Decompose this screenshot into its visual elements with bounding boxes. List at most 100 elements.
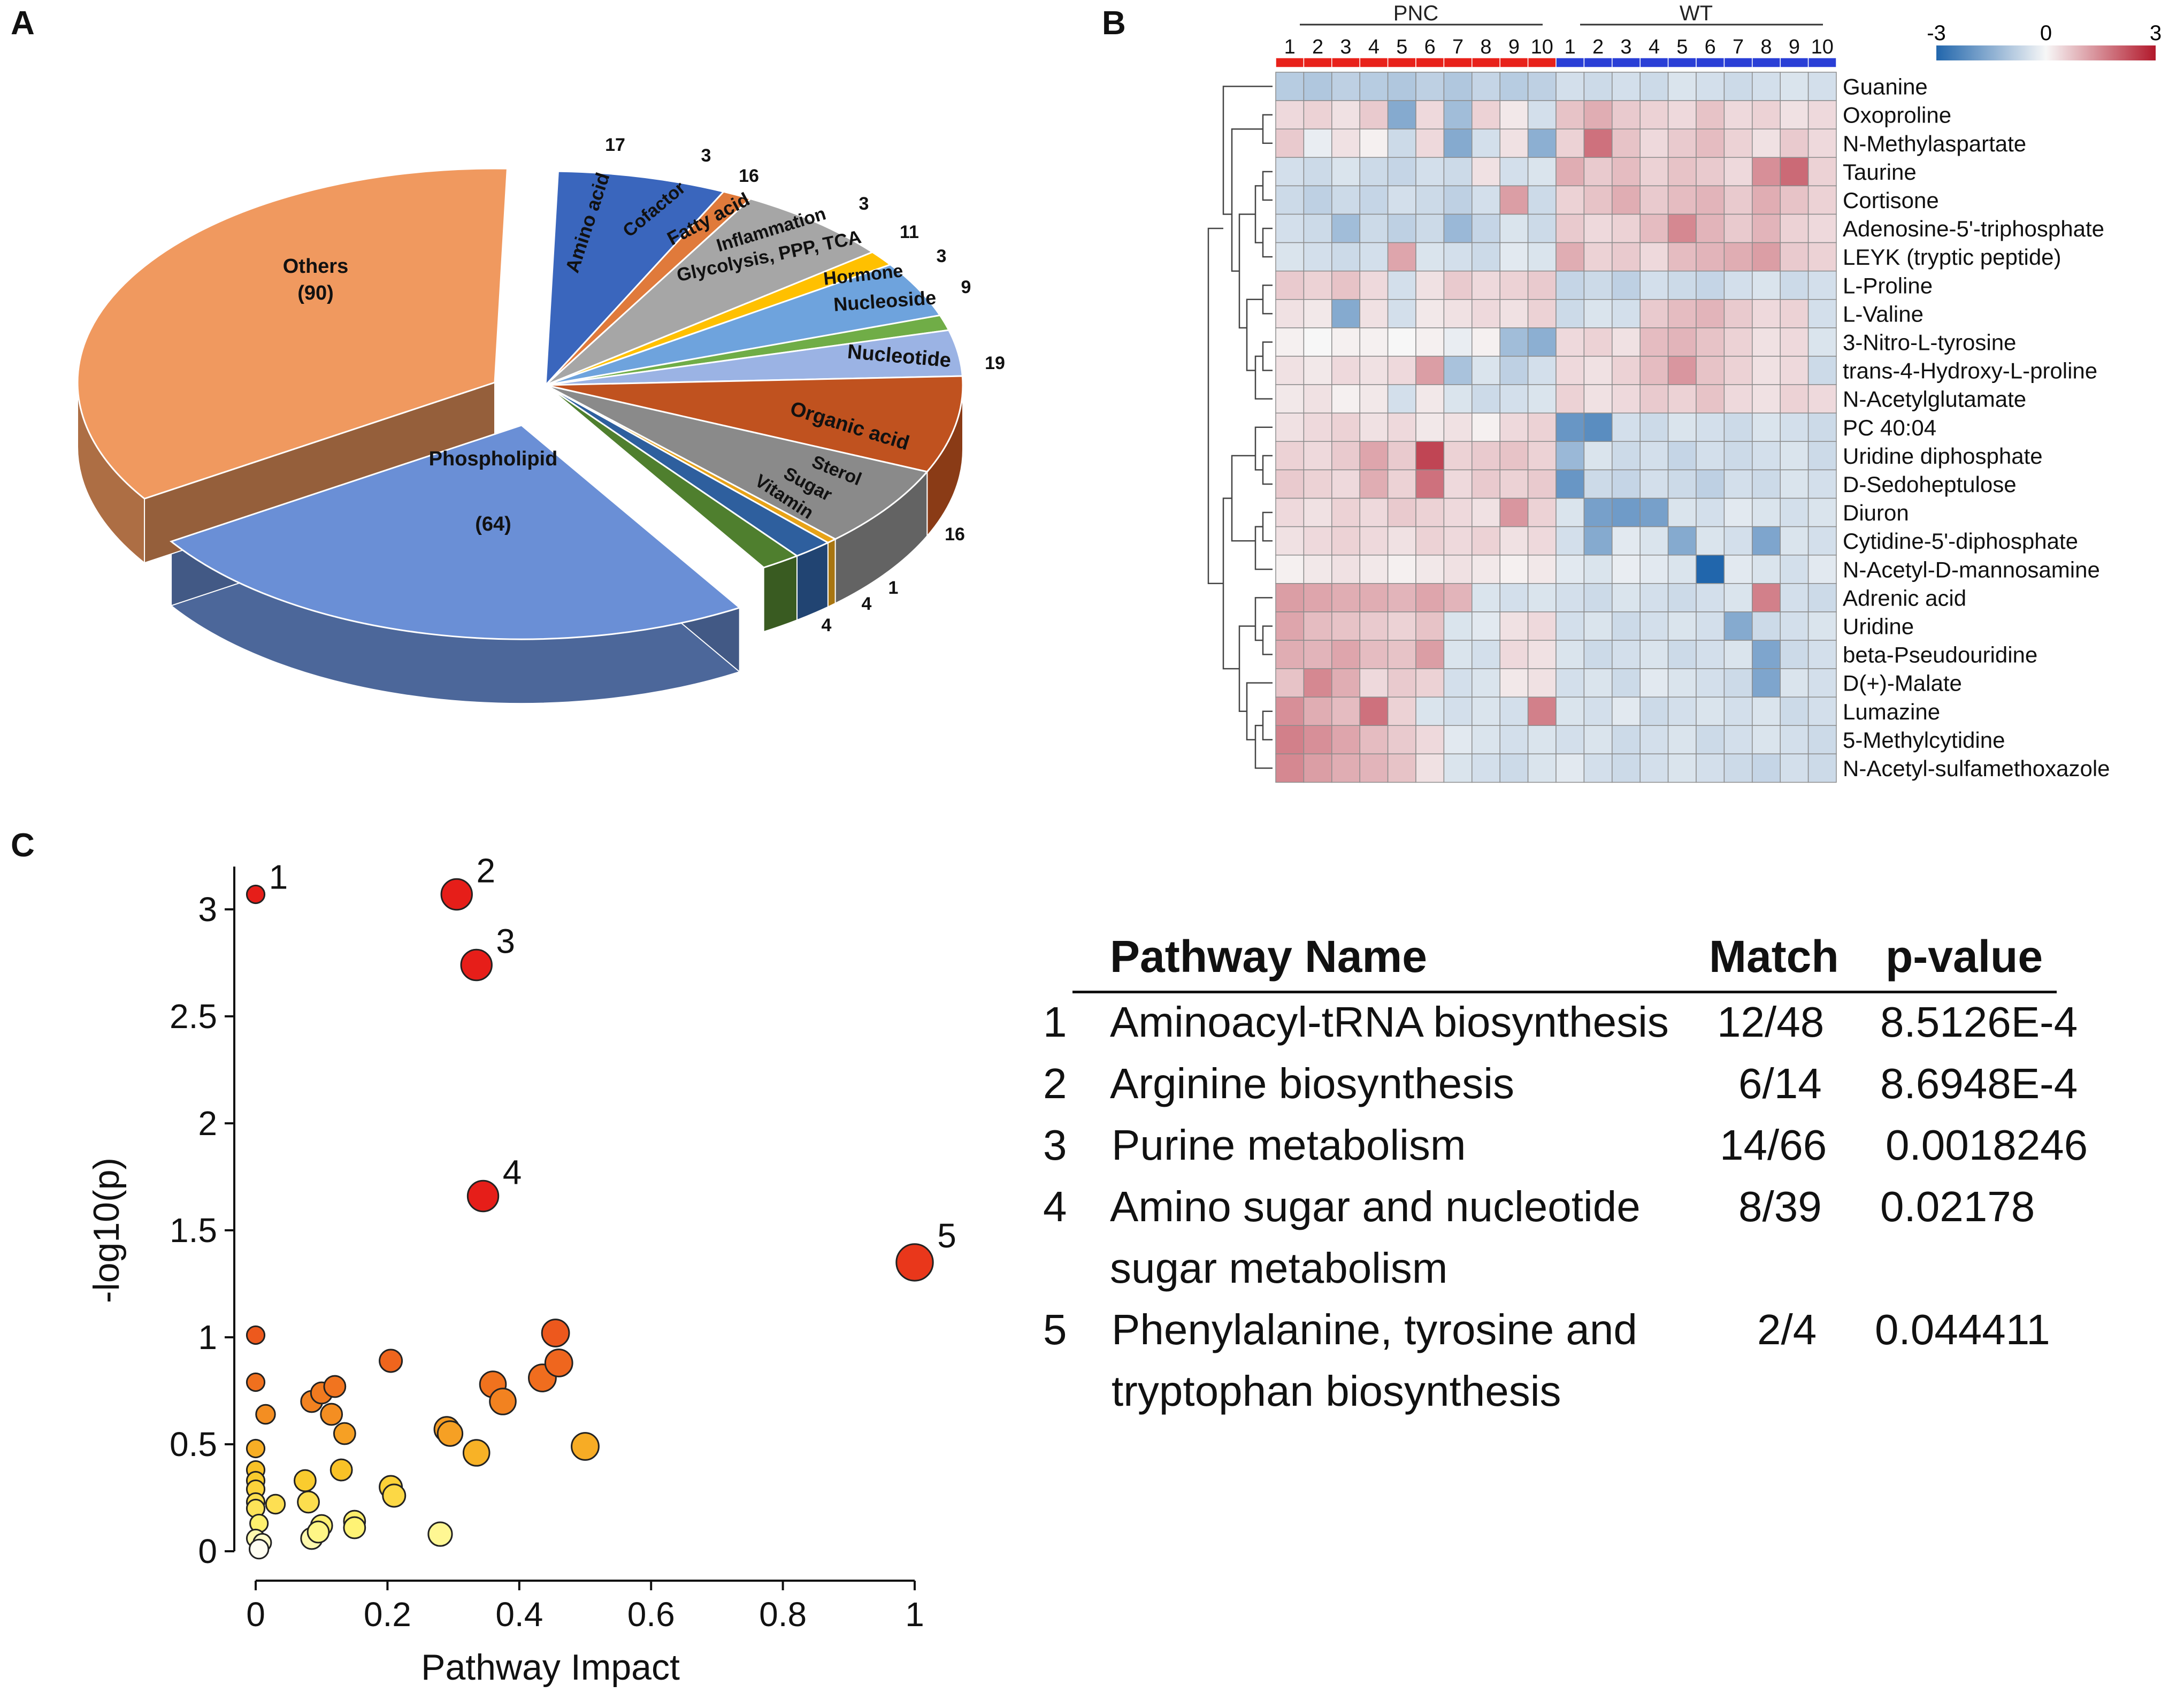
- group-color-bar: [1723, 57, 1753, 68]
- heatmap-cell: [1387, 497, 1416, 527]
- heatmap-cell: [1639, 213, 1669, 243]
- heatmap-cell: [1723, 753, 1753, 783]
- heatmap-cell: [1780, 185, 1809, 215]
- pie-value-organic-acid: 16: [945, 524, 965, 545]
- heatmap-cell: [1499, 554, 1529, 584]
- heatmap-cell: [1555, 668, 1585, 698]
- heatmap-cell: [1415, 640, 1445, 669]
- heatmap-cell: [1359, 157, 1389, 187]
- heatmap-cell: [1331, 526, 1360, 556]
- heatmap-cell: [1443, 128, 1473, 158]
- pie-value-cofactor: 3: [701, 145, 711, 166]
- heatmap-cell: [1387, 554, 1416, 584]
- heatmap-cell: [1723, 696, 1753, 726]
- heatmap-cell: [1612, 327, 1641, 357]
- heatmap-cell: [1555, 299, 1585, 328]
- heatmap-cell: [1555, 356, 1585, 385]
- heatmap-cell: [1359, 611, 1389, 641]
- heatmap-cell: [1555, 526, 1585, 556]
- heatmap-cell: [1780, 242, 1809, 272]
- heatmap-cell: [1472, 611, 1500, 641]
- pie-value-sterol: 1: [888, 578, 899, 598]
- heatmap-cell: [1555, 753, 1585, 783]
- heatmap-cell: [1415, 270, 1445, 300]
- heatmap-cell: [1807, 611, 1837, 641]
- heatmap-cell: [1443, 441, 1473, 471]
- heatmap-cell: [1527, 497, 1557, 527]
- heatmap-cell: [1472, 72, 1500, 101]
- heatmap-cell: [1415, 299, 1445, 328]
- heatmap-cell: [1583, 441, 1613, 471]
- heatmap-cell: [1359, 270, 1389, 300]
- heatmap-cell: [1639, 753, 1669, 783]
- scatter-point: [246, 1372, 266, 1392]
- heatmap-cell: [1415, 327, 1445, 357]
- heatmap-cell: [1303, 270, 1332, 300]
- heatmap-cell: [1612, 441, 1641, 471]
- heatmap-cell: [1415, 725, 1445, 755]
- heatmap-cell: [1612, 668, 1641, 698]
- heatmap-cell: [1555, 611, 1585, 641]
- heatmap-cell: [1527, 469, 1557, 499]
- heatmap-cell: [1303, 640, 1332, 669]
- heatmap-cell: [1472, 583, 1500, 612]
- heatmap-cell: [1780, 213, 1809, 243]
- heatmap-cell: [1780, 583, 1809, 612]
- heatmap-cell: [1472, 327, 1500, 357]
- heatmap-cell: [1807, 554, 1837, 584]
- heatmap-cell: [1696, 469, 1725, 499]
- heatmap-cell: [1639, 640, 1669, 669]
- heatmap-cell: [1752, 185, 1781, 215]
- heatmap-cell: [1303, 497, 1332, 527]
- heatmap-cell: [1667, 327, 1697, 357]
- row-label-l-valine: L-Valine: [1843, 301, 1924, 326]
- heatmap-cell: [1472, 384, 1500, 413]
- heatmap-cell: [1752, 441, 1781, 471]
- heatmap-cell: [1583, 753, 1613, 783]
- heatmap-cell: [1639, 725, 1669, 755]
- heatmap-cell: [1415, 185, 1445, 215]
- row-index: 4: [1043, 1183, 1067, 1230]
- heatmap-cell: [1275, 725, 1305, 755]
- heatmap-cell: [1472, 157, 1500, 187]
- heatmap-cell: [1275, 469, 1305, 499]
- group-color-bar: [1639, 57, 1669, 68]
- heatmap-cell: [1612, 185, 1641, 215]
- heatmap-cell: [1415, 753, 1445, 783]
- group-color-bar: [1583, 57, 1613, 68]
- pie-slice-glycolysis-ppp-tca: [545, 264, 941, 386]
- group-color-bar: [1527, 57, 1557, 68]
- heatmap-cell: [1275, 668, 1305, 698]
- heatmap-cell: [1752, 497, 1781, 527]
- heatmap-cell: [1499, 668, 1529, 698]
- heatmap-cell: [1472, 554, 1500, 584]
- heatmap-cell: [1696, 72, 1725, 101]
- heatmap-cell: [1723, 412, 1753, 442]
- row-pathway-name: Aminoacyl-tRNA biosynthesis: [1110, 998, 1669, 1046]
- heatmap-cell: [1303, 185, 1332, 215]
- heatmap-cell: [1752, 412, 1781, 442]
- heatmap-cell: [1275, 72, 1305, 101]
- heatmap-cell: [1780, 469, 1809, 499]
- heatmap-cell: [1303, 469, 1332, 499]
- heatmap-cell: [1359, 668, 1389, 698]
- heatmap-cell: [1359, 356, 1389, 385]
- heatmap-cell: [1780, 270, 1809, 300]
- heatmap-cell: [1443, 696, 1473, 726]
- heatmap-cell: [1696, 299, 1725, 328]
- heatmap-cell: [1752, 356, 1781, 385]
- heatmap-cell: [1275, 696, 1305, 726]
- heatmap-cell: [1303, 696, 1332, 726]
- heatmap-cell: [1359, 554, 1389, 584]
- heatmap-cell: [1443, 668, 1473, 698]
- pie-value-vitamin: 4: [822, 615, 832, 635]
- heatmap-cell: [1752, 128, 1781, 158]
- heatmap-cell: [1527, 526, 1557, 556]
- y-tick-label: 0: [198, 1532, 217, 1571]
- heatmap-cell: [1387, 668, 1416, 698]
- heatmap-cell: [1555, 157, 1585, 187]
- heatmap-cell: [1752, 611, 1781, 641]
- heatmap-cell: [1499, 725, 1529, 755]
- heatmap-cell: [1723, 384, 1753, 413]
- heatmap-cell: [1723, 640, 1753, 669]
